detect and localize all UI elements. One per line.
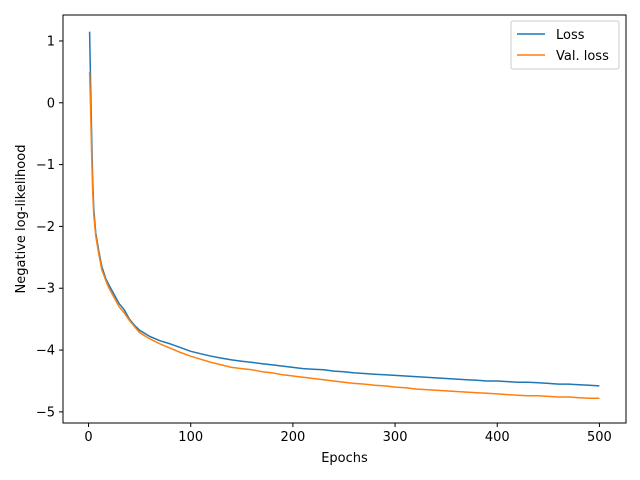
x-tick-label: 400 [485, 430, 510, 445]
legend-box [510, 20, 620, 70]
x-tick-label: 500 [587, 430, 612, 445]
y-tick-label: −5 [36, 405, 55, 420]
plot-frame [62, 14, 627, 424]
legend-label-loss: Loss [556, 28, 585, 43]
y-tick-label: −2 [36, 220, 55, 235]
y-axis-label: Negative log-likelihood [14, 145, 29, 294]
x-tick-label: 200 [280, 430, 305, 445]
x-tick-label: 100 [178, 430, 203, 445]
ticks-layer: 0 100 200 300 400 500 1 0 −1 −2 −3 −4 −5 [36, 34, 612, 445]
x-tick-label: 300 [383, 430, 408, 445]
y-tick-label: 1 [47, 34, 55, 49]
y-tick-label: 0 [47, 96, 55, 111]
x-tick-label: 0 [84, 430, 92, 445]
series-layer [88, 31, 600, 400]
series-line-loss [88, 31, 600, 387]
y-tick-label: −3 [36, 282, 55, 297]
y-tick-label: −1 [36, 158, 55, 173]
legend: Loss Val. loss [510, 20, 620, 70]
y-tick-label: −4 [36, 344, 55, 359]
x-axis-label: Epochs [321, 451, 368, 466]
legend-label-val-loss: Val. loss [556, 49, 609, 64]
series-line-val-loss [88, 71, 600, 400]
